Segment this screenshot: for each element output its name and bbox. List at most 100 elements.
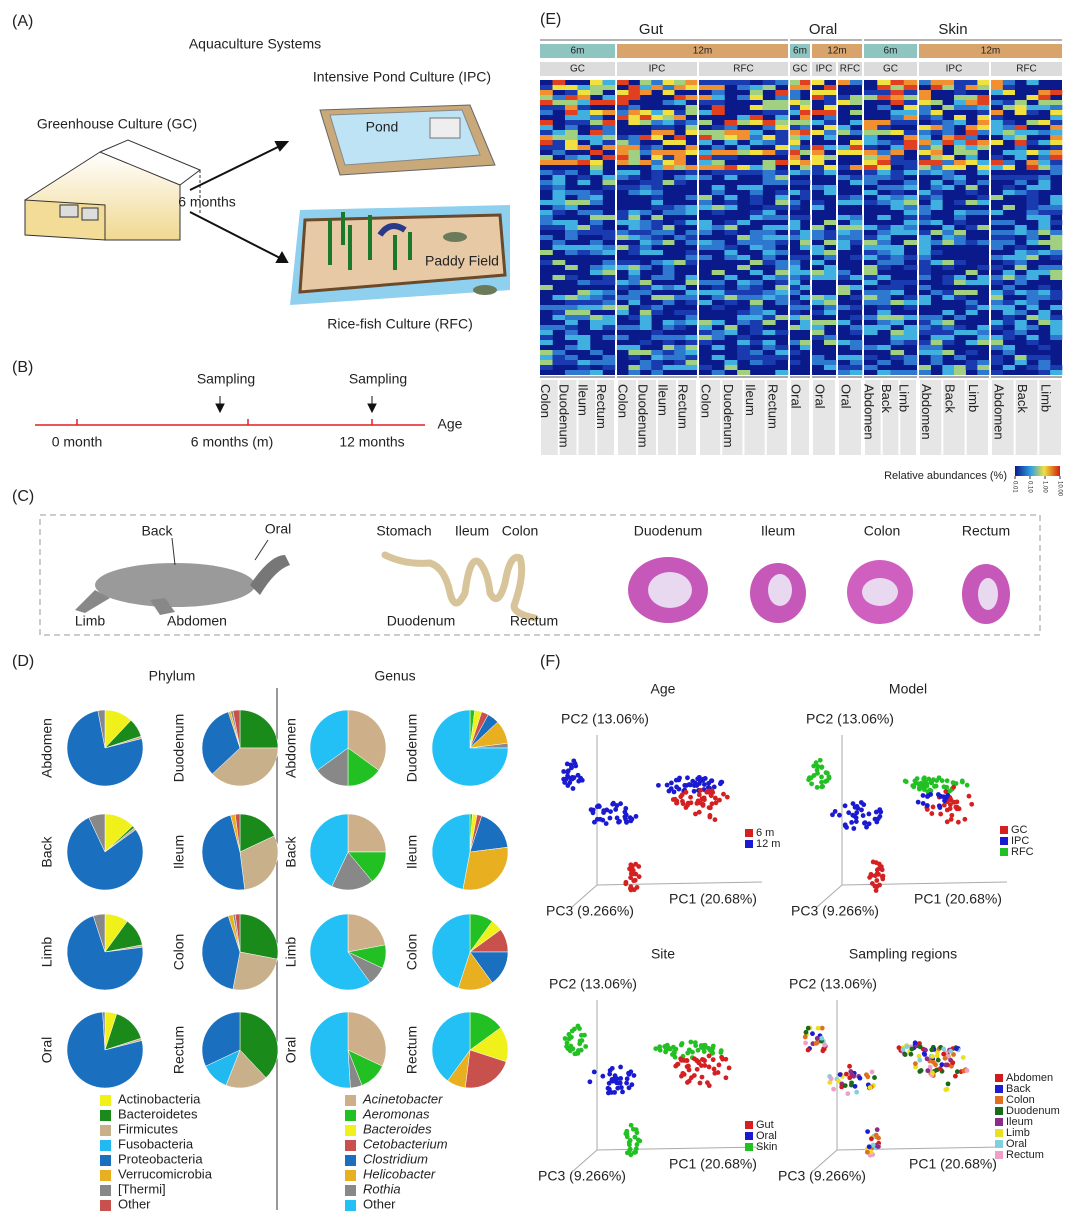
heatmap-cell bbox=[800, 215, 811, 220]
heatmap-cell bbox=[800, 125, 811, 130]
heatmap-cell bbox=[790, 360, 801, 365]
heatmap-cell bbox=[977, 370, 990, 375]
heatmap-cell bbox=[737, 170, 751, 175]
heatmap-cell bbox=[775, 215, 789, 220]
pie-label: Colon bbox=[171, 934, 187, 971]
heatmap-cell bbox=[1026, 165, 1039, 170]
heatmap-cell bbox=[1038, 265, 1051, 270]
heatmap-cell bbox=[903, 300, 918, 305]
heatmap-cell bbox=[919, 145, 931, 150]
heatmap-cell bbox=[838, 125, 851, 130]
axis-label: PC1 (20.68%) bbox=[914, 891, 1002, 907]
scatter-point bbox=[868, 871, 874, 877]
scatter-point bbox=[712, 795, 718, 801]
heatmap-cell bbox=[775, 180, 789, 185]
heatmap-cell bbox=[824, 185, 837, 190]
legend-label: Clostridium bbox=[363, 1151, 428, 1166]
pie-slice bbox=[66, 817, 144, 891]
scatter-point bbox=[924, 781, 930, 787]
heatmap-cell bbox=[903, 120, 918, 125]
chart-title: Phylum bbox=[149, 668, 196, 684]
heatmap-cell bbox=[850, 165, 863, 170]
heatmap-cell bbox=[662, 110, 675, 115]
plot-title: Site bbox=[651, 946, 675, 962]
heatmap-cell bbox=[590, 120, 603, 125]
age-label: 12m bbox=[693, 46, 712, 57]
pie-slice bbox=[431, 1011, 471, 1082]
heatmap-cell bbox=[864, 290, 878, 295]
heatmap-cell bbox=[590, 320, 603, 325]
heatmap-cell bbox=[762, 140, 776, 145]
legend-swatch bbox=[100, 1140, 111, 1151]
sampling-arrows bbox=[215, 396, 377, 414]
heatmap-cell bbox=[577, 155, 591, 160]
column-label-bg bbox=[900, 380, 916, 455]
heatmap-cell bbox=[954, 220, 966, 225]
heatmap-cell bbox=[552, 225, 566, 230]
heatmap-cell bbox=[1014, 190, 1027, 195]
heatmap-cell bbox=[674, 175, 686, 180]
heatmap-cell bbox=[800, 120, 811, 125]
heatmap-cell bbox=[617, 185, 629, 190]
scatter-point bbox=[609, 1065, 615, 1071]
label: Intensive Pond Culture (IPC) bbox=[313, 69, 491, 85]
heatmap-cell bbox=[540, 350, 553, 355]
heatmap-cell bbox=[590, 305, 603, 310]
column-label-bg bbox=[559, 380, 577, 455]
pie-slice bbox=[239, 813, 275, 853]
heatmap-cell bbox=[685, 240, 698, 245]
heatmap-cell bbox=[850, 220, 863, 225]
heatmap-cell bbox=[674, 355, 686, 360]
heatmap-cell bbox=[1002, 90, 1015, 95]
heatmap-cell bbox=[699, 100, 713, 105]
heatmap-cell bbox=[775, 355, 789, 360]
scatter-point bbox=[688, 1039, 694, 1045]
heatmap-cell bbox=[617, 110, 629, 115]
scatter-point bbox=[691, 1056, 697, 1062]
heatmap-cell bbox=[838, 275, 851, 280]
heatmap-cell bbox=[628, 350, 641, 355]
heatmap-cell bbox=[930, 80, 943, 85]
heatmap-cell bbox=[540, 365, 553, 370]
heatmap-cell bbox=[965, 135, 978, 140]
heatmap-cell bbox=[617, 235, 629, 240]
heatmap-cell bbox=[662, 85, 675, 90]
heatmap-cell bbox=[699, 135, 713, 140]
heatmap-cell bbox=[942, 165, 955, 170]
scatter-point bbox=[628, 886, 633, 891]
axis-line bbox=[596, 1146, 763, 1151]
scatter-point bbox=[691, 788, 697, 794]
pie-slice bbox=[102, 1011, 106, 1051]
scatter-point bbox=[873, 888, 879, 893]
pie-label: Back bbox=[39, 835, 55, 867]
heatmap-cell bbox=[762, 360, 776, 365]
heatmap-cell bbox=[790, 215, 801, 220]
heatmap-cell bbox=[864, 135, 878, 140]
scatter-point bbox=[684, 1058, 690, 1063]
heatmap-cell bbox=[711, 85, 725, 90]
heatmap-cell bbox=[903, 255, 918, 260]
scatter-point bbox=[629, 1082, 635, 1088]
heatmap-cell bbox=[685, 360, 698, 365]
scatter-point bbox=[877, 814, 883, 819]
scatter-point bbox=[674, 798, 680, 804]
heatmap-cell bbox=[685, 80, 698, 85]
heatmap-cell bbox=[662, 345, 675, 350]
heatmap-cell bbox=[737, 280, 751, 285]
heatmap-cell bbox=[540, 105, 553, 110]
legend-label: Gut bbox=[756, 1119, 774, 1131]
heatmap-cell bbox=[724, 135, 738, 140]
heatmap-cell bbox=[552, 180, 566, 185]
column-label-bg bbox=[992, 380, 1014, 455]
heatmap-cell bbox=[590, 250, 603, 255]
heatmap-cell bbox=[565, 135, 578, 140]
heatmap-cell bbox=[850, 365, 863, 370]
heatmap-cell bbox=[903, 200, 918, 205]
heatmap-cell bbox=[877, 175, 891, 180]
heatmap-cell bbox=[824, 275, 837, 280]
heatmap-cell bbox=[824, 270, 837, 275]
column-label-bg bbox=[920, 380, 942, 455]
heatmap-cell bbox=[749, 330, 763, 335]
heatmap-cell bbox=[590, 85, 603, 90]
heatmap-cell bbox=[749, 235, 763, 240]
